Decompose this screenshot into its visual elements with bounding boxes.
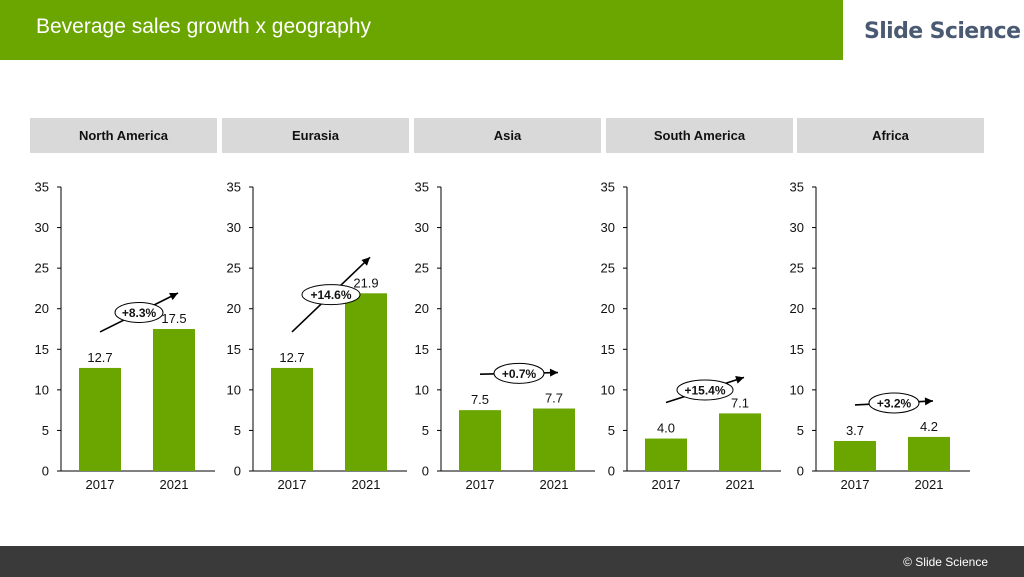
y-tick-label: 10: [790, 382, 804, 397]
region-header-africa: Africa: [797, 118, 984, 153]
bar: [908, 436, 950, 471]
y-tick-label: 15: [227, 342, 241, 357]
y-tick-label: 15: [790, 342, 804, 357]
y-tick-label: 0: [608, 464, 615, 479]
bar-value-label: 17.5: [161, 311, 186, 326]
y-tick-label: 0: [234, 464, 241, 479]
y-tick-label: 10: [601, 382, 615, 397]
growth-label: +14.6%: [310, 288, 351, 302]
y-tick-label: 10: [415, 382, 429, 397]
bar: [153, 329, 195, 471]
growth-badge: [301, 284, 361, 306]
growth-arrow-head: [924, 397, 933, 406]
y-tick-label: 30: [35, 220, 49, 235]
x-tick-label: 2021: [352, 477, 381, 492]
growth-arrow-head: [549, 368, 558, 377]
x-tick-label: 2017: [86, 477, 115, 492]
title-bar: Beverage sales growth x geography: [0, 0, 843, 60]
region-header-north-america: North America: [30, 118, 217, 153]
y-tick-label: 25: [601, 261, 615, 276]
y-tick-label: 15: [601, 342, 615, 357]
bar-value-label: 7.5: [471, 392, 489, 407]
brand-logo: Slide Science: [864, 19, 1021, 44]
growth-badge: [676, 379, 734, 401]
bar: [459, 410, 501, 471]
y-tick-label: 30: [790, 220, 804, 235]
region-header-eurasia: Eurasia: [222, 118, 409, 153]
y-tick-label: 20: [790, 301, 804, 316]
bar: [645, 438, 687, 471]
y-tick-label: 15: [415, 342, 429, 357]
bar-value-label: 4.2: [920, 419, 938, 434]
bar-value-label: 12.7: [87, 350, 112, 365]
y-tick-label: 5: [42, 423, 49, 438]
y-tick-label: 5: [608, 423, 615, 438]
region-header-asia: Asia: [414, 118, 601, 153]
growth-label: +3.2%: [877, 396, 912, 410]
y-tick-label: 30: [415, 220, 429, 235]
growth-arrow-head: [735, 376, 744, 384]
y-tick-label: 5: [234, 423, 241, 438]
growth-label: +0.7%: [502, 367, 537, 381]
bar-value-label: 12.7: [279, 350, 304, 365]
x-tick-label: 2021: [726, 477, 755, 492]
growth-badge: [493, 362, 545, 384]
x-tick-label: 2017: [652, 477, 681, 492]
x-tick-label: 2021: [915, 477, 944, 492]
y-tick-label: 0: [42, 464, 49, 479]
y-tick-label: 25: [227, 261, 241, 276]
y-tick-label: 35: [227, 180, 241, 195]
bar-value-label: 21.9: [353, 275, 378, 290]
y-tick-label: 20: [35, 301, 49, 316]
y-tick-label: 35: [415, 180, 429, 195]
y-tick-label: 5: [797, 423, 804, 438]
bar: [533, 408, 575, 471]
bar-value-label: 3.7: [846, 423, 864, 438]
bar-value-label: 7.7: [545, 391, 563, 406]
bar-value-label: 4.0: [657, 421, 675, 436]
slide-title: Beverage sales growth x geography: [36, 15, 372, 38]
growth-label: +8.3%: [122, 306, 157, 320]
region-header-south-america: South America: [606, 118, 793, 153]
bar: [79, 367, 121, 471]
y-tick-label: 10: [227, 382, 241, 397]
y-tick-label: 10: [35, 382, 49, 397]
y-tick-label: 25: [415, 261, 429, 276]
growth-label: +15.4%: [684, 383, 725, 397]
growth-arrow-head: [361, 257, 370, 266]
x-tick-label: 2021: [540, 477, 569, 492]
bar: [719, 413, 761, 471]
x-tick-label: 2017: [278, 477, 307, 492]
bar: [345, 293, 387, 471]
x-tick-label: 2017: [466, 477, 495, 492]
y-tick-label: 20: [227, 301, 241, 316]
y-tick-label: 35: [35, 180, 49, 195]
y-tick-label: 0: [797, 464, 804, 479]
y-tick-label: 5: [422, 423, 429, 438]
y-tick-label: 25: [35, 261, 49, 276]
y-tick-label: 35: [790, 180, 804, 195]
growth-badge: [114, 301, 164, 323]
y-tick-label: 20: [415, 301, 429, 316]
y-tick-label: 30: [227, 220, 241, 235]
y-tick-label: 15: [35, 342, 49, 357]
x-tick-label: 2021: [160, 477, 189, 492]
footer-bar: © Slide Science: [0, 546, 1024, 577]
y-tick-label: 0: [422, 464, 429, 479]
y-tick-label: 30: [601, 220, 615, 235]
bar: [271, 367, 313, 471]
x-tick-label: 2017: [841, 477, 870, 492]
y-tick-label: 25: [790, 261, 804, 276]
y-tick-label: 20: [601, 301, 615, 316]
bar-value-label: 7.1: [731, 395, 749, 410]
growth-arrow-head: [169, 292, 178, 301]
footer-copyright: © Slide Science: [903, 555, 988, 569]
growth-badge: [868, 392, 920, 414]
bar: [834, 440, 876, 471]
y-tick-label: 35: [601, 180, 615, 195]
